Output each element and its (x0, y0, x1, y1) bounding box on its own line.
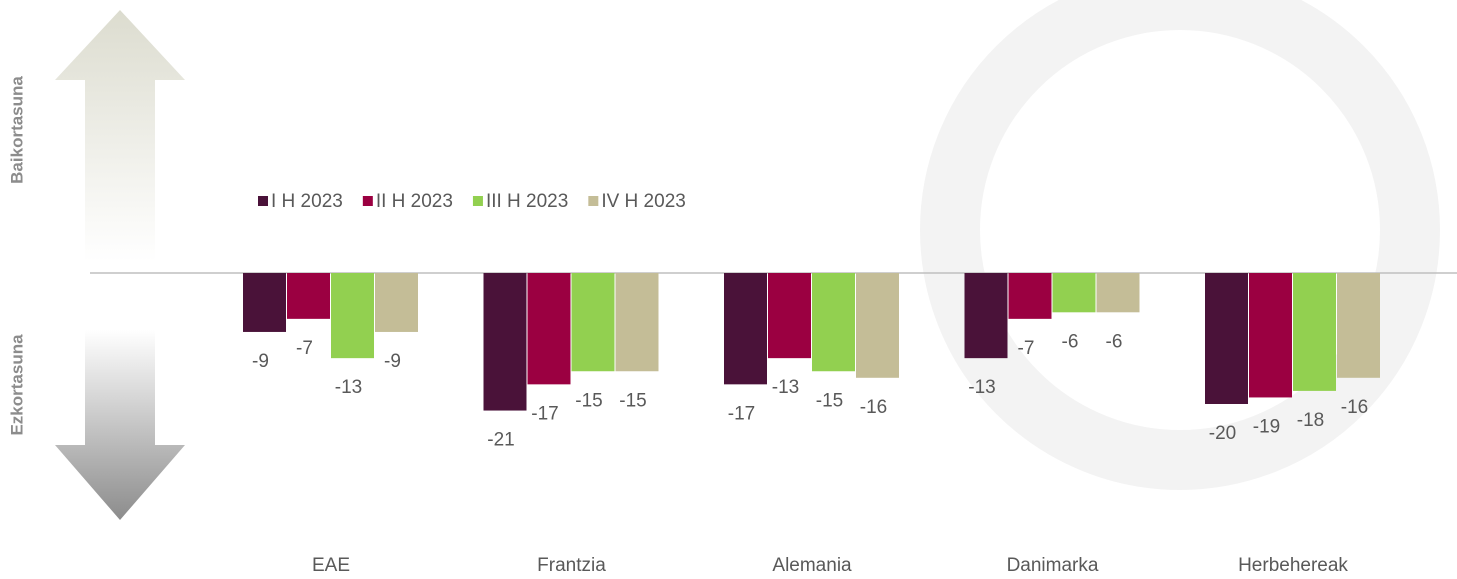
data-label: -13 (968, 377, 995, 398)
data-label: -16 (1341, 397, 1368, 418)
up-arrow (55, 10, 185, 262)
x-tick-label: Alemania (772, 555, 852, 576)
data-label: -17 (728, 403, 755, 424)
data-label: -9 (252, 351, 269, 372)
data-label: -15 (619, 390, 646, 411)
bar (1249, 273, 1292, 398)
bar (1293, 273, 1336, 391)
data-label: -7 (296, 338, 313, 359)
bar (243, 273, 286, 332)
data-label: -20 (1209, 423, 1236, 444)
bar (1008, 273, 1052, 319)
bar (1096, 273, 1140, 313)
bar (571, 273, 615, 372)
data-label: -16 (860, 397, 887, 418)
x-tick-label: Danimarka (1007, 555, 1099, 576)
data-label: -21 (487, 430, 514, 451)
legend-swatch (362, 196, 373, 206)
bar (724, 273, 767, 385)
data-label: -7 (1018, 338, 1035, 359)
x-tick-label: EAE (312, 555, 350, 576)
bar (287, 273, 330, 319)
bar (1337, 273, 1380, 378)
bar (964, 273, 1008, 359)
data-label: -6 (1106, 331, 1123, 352)
bar (331, 273, 374, 359)
legend-label: II H 2023 (376, 191, 453, 212)
bar (768, 273, 811, 359)
bar (812, 273, 855, 372)
data-label: -13 (335, 377, 362, 398)
background-emblem (920, 0, 1440, 490)
bar (375, 273, 418, 332)
data-label: -18 (1297, 410, 1324, 431)
down-arrow (55, 330, 185, 520)
data-label: -17 (531, 403, 558, 424)
legend-label: I H 2023 (271, 191, 343, 212)
bar (1205, 273, 1248, 404)
positive-label: Baikortasuna (7, 76, 26, 184)
bar (615, 273, 659, 372)
bar (527, 273, 571, 385)
bar (856, 273, 899, 378)
data-label: -9 (384, 351, 401, 372)
data-label: -15 (575, 390, 602, 411)
bar (1052, 273, 1096, 313)
negative-label: Ezkortasuna (7, 334, 26, 436)
data-label: -19 (1253, 416, 1280, 437)
data-label: -6 (1062, 331, 1079, 352)
x-tick-label: Herbehereak (1238, 555, 1348, 576)
legend-swatch (588, 196, 599, 206)
legend-swatch (258, 196, 268, 206)
legend-label: III H 2023 (486, 191, 568, 212)
x-tick-label: Frantzia (537, 555, 606, 576)
legend-label: IV H 2023 (601, 191, 686, 212)
data-label: -15 (816, 390, 843, 411)
bar (483, 273, 527, 411)
data-label: -13 (772, 377, 799, 398)
legend-swatch (472, 196, 483, 206)
